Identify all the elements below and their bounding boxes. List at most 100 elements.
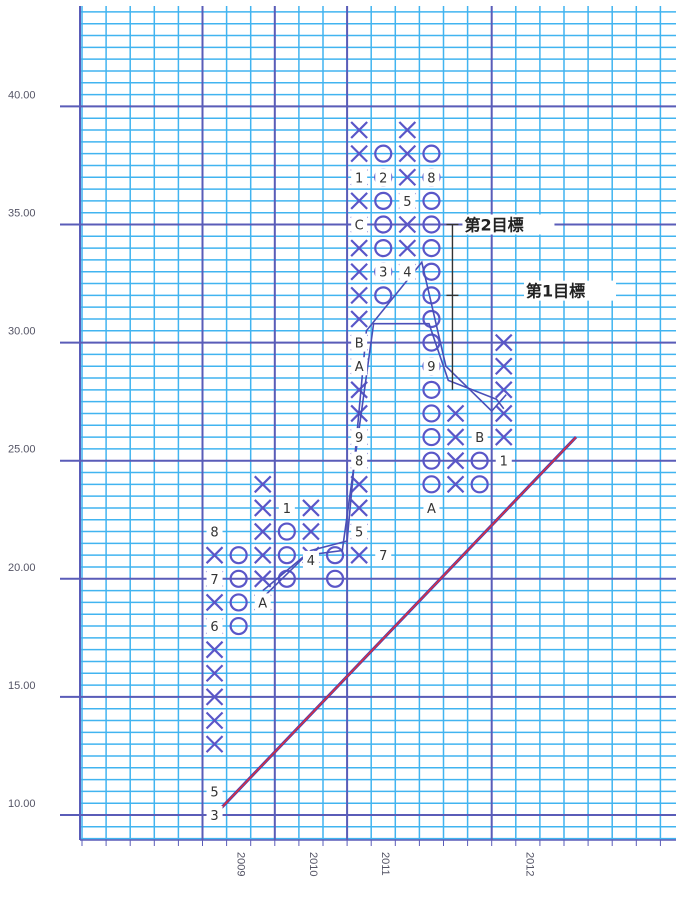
month-marker-bg (351, 428, 368, 447)
y-tick-label: 35.00 (8, 208, 36, 220)
month-marker: 5 (210, 785, 218, 800)
o-box (277, 522, 296, 541)
x-stroke (446, 475, 465, 494)
x-box (350, 144, 368, 163)
o-box (374, 286, 393, 305)
x-box (253, 546, 272, 564)
x-box (446, 404, 465, 423)
month-marker: 8 (210, 526, 218, 541)
x-stroke (398, 239, 417, 257)
month-marker: 9 (427, 360, 435, 375)
month-marker-bg (351, 357, 368, 376)
o-box (422, 475, 441, 494)
month-marker-bg (423, 357, 440, 376)
x-stroke (350, 475, 368, 494)
x-box (253, 475, 272, 494)
x-box (350, 286, 368, 305)
month-marker-bg (471, 428, 488, 447)
o-box (229, 546, 248, 565)
o-box (229, 616, 248, 636)
x-stroke (350, 286, 368, 305)
target1-label-bg (524, 280, 616, 301)
month-marker-bg (254, 593, 271, 612)
month-marker-bg (375, 168, 392, 187)
o-box (374, 215, 393, 234)
o-box (229, 593, 248, 612)
x-box (398, 144, 417, 163)
x-stroke (205, 735, 224, 753)
month-marker-bg (375, 546, 392, 565)
month-marker-bg (278, 498, 295, 517)
x-box (446, 475, 465, 494)
month-marker: A (427, 502, 436, 517)
x-box (205, 640, 224, 659)
month-marker: 3 (210, 809, 218, 824)
month-marker-bg (375, 262, 392, 281)
target1-label: 第1目標 (526, 282, 585, 301)
o-box (374, 239, 393, 258)
x-box (446, 451, 465, 470)
x-box (350, 239, 368, 257)
x-stroke (350, 499, 368, 517)
x-stroke (350, 144, 368, 163)
month-marker-bg (399, 191, 416, 210)
x-box (350, 192, 368, 210)
o-box (229, 569, 248, 588)
month-marker-bg (351, 451, 368, 470)
month-marker-bg (351, 333, 368, 352)
x-stroke (253, 499, 272, 517)
x-box (494, 357, 513, 375)
x-box (302, 522, 320, 541)
trendline-group (213, 436, 578, 817)
month-marker: 4 (307, 554, 315, 569)
month-marker: 1 (500, 455, 508, 470)
x-stroke (350, 262, 368, 281)
o-box (470, 451, 489, 470)
month-marker: B (355, 337, 364, 352)
x-stroke (253, 570, 272, 588)
x-stroke (398, 144, 417, 163)
x-box (350, 475, 368, 494)
x-stroke (205, 593, 224, 612)
month-marker: 1 (283, 502, 291, 517)
trendline (214, 436, 577, 816)
month-marker: 8 (355, 455, 363, 470)
x-box (205, 688, 224, 706)
x-box (253, 499, 272, 517)
x-stroke (253, 546, 272, 564)
month-marker: 8 (427, 171, 435, 186)
o-box (422, 191, 441, 210)
x-box (494, 381, 513, 399)
o-box (422, 309, 441, 329)
month-marker: A (355, 360, 364, 375)
month-marker-bg (206, 522, 223, 541)
month-marker-bg (206, 569, 223, 588)
x-box (398, 215, 417, 234)
month-marker: B (475, 431, 484, 446)
x-stroke (302, 499, 320, 517)
y-axis: 10.00 15.00 20.00 25.00 30.00 35.00 40.00 (8, 89, 36, 810)
y-tick-label: 25.00 (8, 444, 36, 456)
month-marker: 5 (355, 526, 363, 541)
x-box (253, 570, 272, 588)
x-box (350, 262, 368, 281)
month-marker-bg (351, 522, 368, 541)
y-tick-label: 10.00 (8, 798, 36, 810)
x-box (350, 546, 368, 564)
x-stroke (494, 357, 513, 375)
month-marker: 1 (355, 171, 363, 186)
y-tick-label: 20.00 (8, 562, 36, 574)
x-stroke (350, 546, 368, 564)
x-box (205, 711, 224, 730)
x-stroke (205, 711, 224, 730)
y-tick-label: 15.00 (8, 680, 36, 692)
x-box (398, 168, 417, 187)
x-box (494, 428, 513, 446)
y-tick-label: 30.00 (8, 326, 36, 338)
month-marker-bg (302, 550, 319, 569)
target2-label-bg (462, 214, 555, 235)
month-marker: 7 (210, 573, 218, 588)
